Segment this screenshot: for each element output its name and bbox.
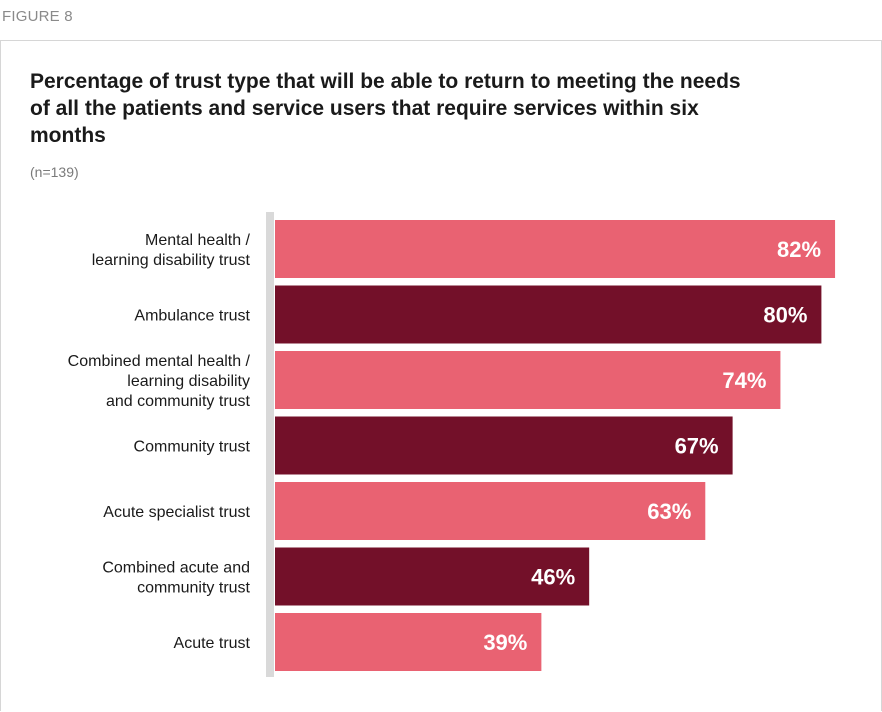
bar [275,285,822,344]
data-label: 63% [647,499,691,524]
category-label: Community trust [134,439,251,456]
category-label: Combined acute and [102,560,250,577]
category-label: Acute specialist trust [103,504,250,521]
data-label: 74% [722,368,766,393]
data-label: 46% [531,565,575,590]
data-label: 67% [675,434,719,459]
figure-label: FIGURE 8 [2,8,73,25]
category-label: Acute trust [174,635,251,652]
bar [275,416,733,475]
data-label: 82% [777,237,821,262]
category-label: learning disability [127,373,250,390]
chart-subtitle: (n=139) [30,164,79,180]
category-label: learning disability trust [92,252,251,269]
category-label: and community trust [106,393,251,410]
bar [275,613,542,671]
category-label: Combined mental health / [68,353,251,370]
category-label: community trust [137,580,250,597]
bar [275,351,781,409]
y-axis-line [266,212,274,677]
data-label: 80% [763,303,807,328]
category-label: Ambulance trust [134,308,250,325]
chart-title: Percentage of trust type that will be ab… [30,70,741,147]
category-label: Mental health / [145,232,251,249]
bar [275,547,590,606]
data-label: 39% [483,630,527,655]
bar [275,482,706,540]
bar [275,220,836,278]
